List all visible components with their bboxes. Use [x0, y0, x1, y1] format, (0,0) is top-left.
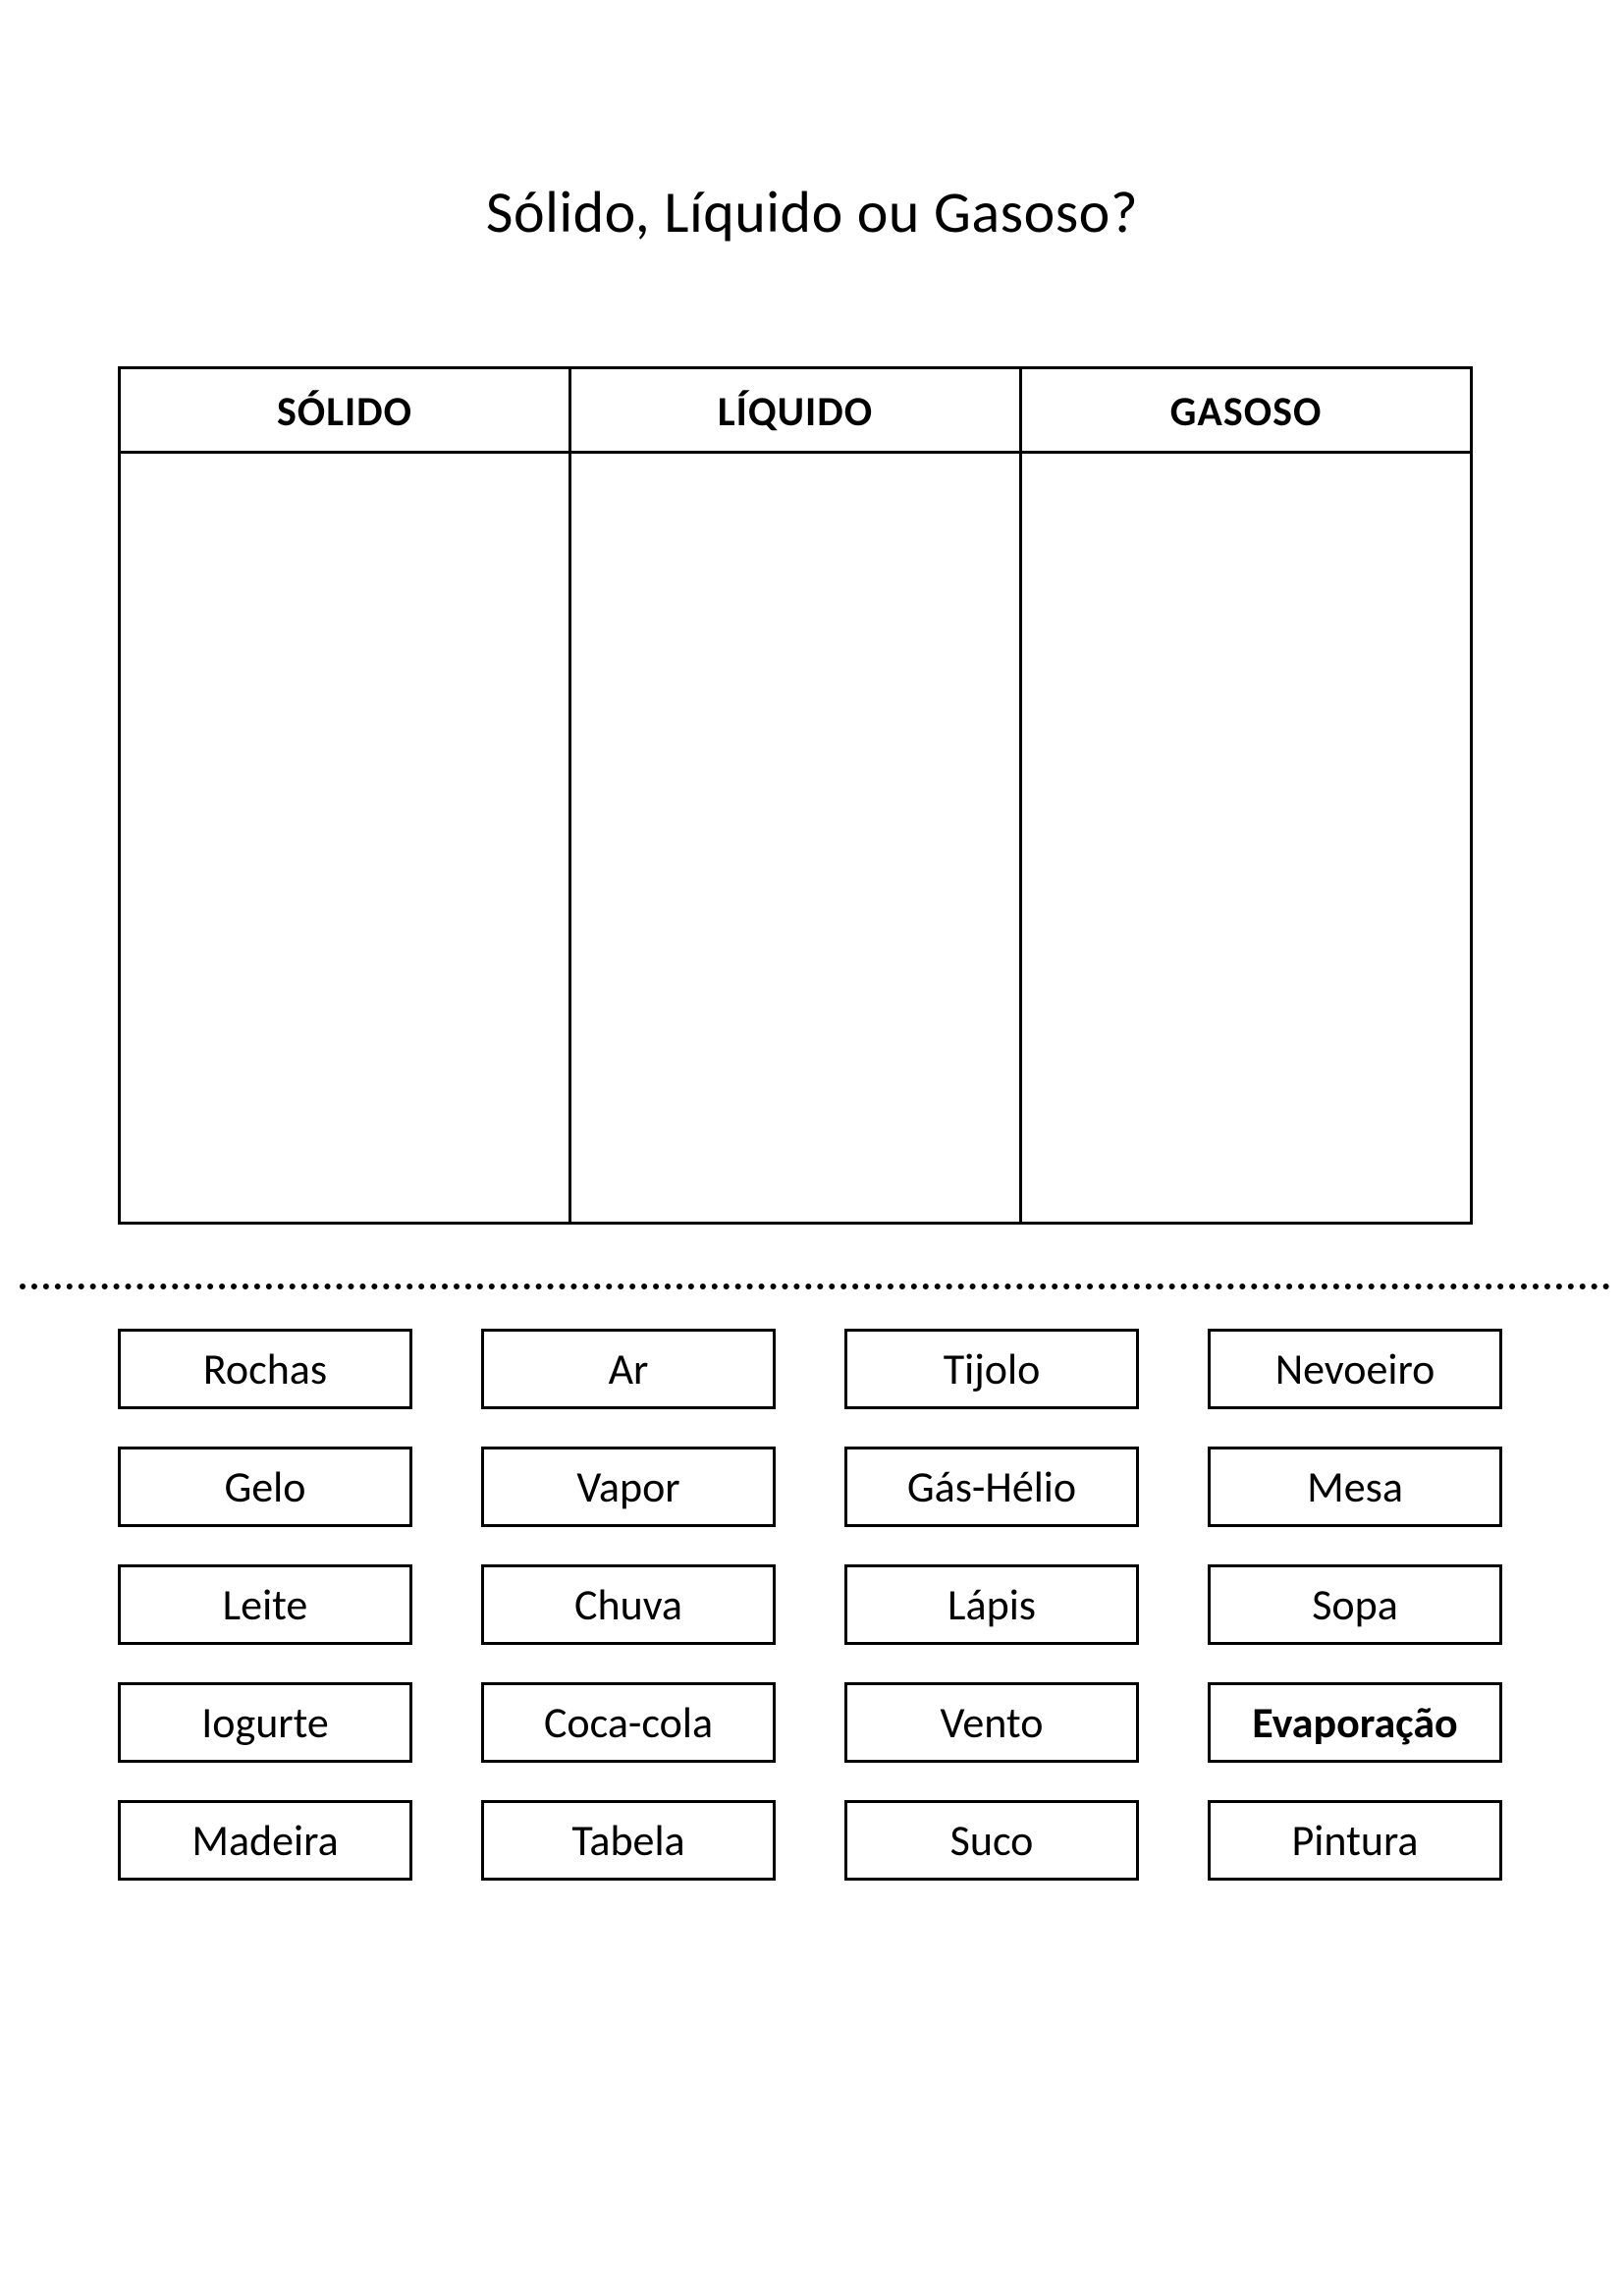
word-card[interactable]: Pintura	[1208, 1800, 1502, 1881]
word-card[interactable]: Iogurte	[118, 1682, 412, 1763]
word-card[interactable]: Nevoeiro	[1208, 1329, 1502, 1409]
word-card[interactable]: Mesa	[1208, 1447, 1502, 1527]
cell-solido[interactable]	[120, 453, 570, 1224]
worksheet-page: Sólido, Líquido ou Gasoso? SÓLIDO LÍQUID…	[98, 177, 1526, 1881]
word-card[interactable]: Vapor	[481, 1447, 776, 1527]
word-card[interactable]: Chuva	[481, 1564, 776, 1645]
word-cards-grid: Rochas Ar Tijolo Nevoeiro Gelo Vapor Gás-Hélio…	[118, 1329, 1526, 1881]
word-card[interactable]: Tijolo	[844, 1329, 1139, 1409]
cut-line	[20, 1284, 1610, 1289]
col-header-liquido: LÍQUIDO	[570, 368, 1021, 453]
word-card[interactable]: Rochas	[118, 1329, 412, 1409]
word-card[interactable]: Tabela	[481, 1800, 776, 1881]
col-header-gasoso: GASOSO	[1021, 368, 1472, 453]
cell-gasoso[interactable]	[1021, 453, 1472, 1224]
cell-liquido[interactable]	[570, 453, 1021, 1224]
word-card[interactable]: Evaporação	[1208, 1682, 1502, 1763]
page-title: Sólido, Líquido ou Gasoso?	[98, 177, 1526, 248]
word-card[interactable]: Lápis	[844, 1564, 1139, 1645]
classification-table: SÓLIDO LÍQUIDO GASOSO	[118, 366, 1473, 1225]
word-card[interactable]: Leite	[118, 1564, 412, 1645]
word-card[interactable]: Suco	[844, 1800, 1139, 1881]
word-card[interactable]: Ar	[481, 1329, 776, 1409]
word-card[interactable]: Gelo	[118, 1447, 412, 1527]
word-card[interactable]: Gás-Hélio	[844, 1447, 1139, 1527]
word-card[interactable]: Vento	[844, 1682, 1139, 1763]
word-card[interactable]: Madeira	[118, 1800, 412, 1881]
word-card[interactable]: Coca-cola	[481, 1682, 776, 1763]
col-header-solido: SÓLIDO	[120, 368, 570, 453]
table-header-row: SÓLIDO LÍQUIDO GASOSO	[120, 368, 1472, 453]
word-card[interactable]: Sopa	[1208, 1564, 1502, 1645]
table-body-row	[120, 453, 1472, 1224]
